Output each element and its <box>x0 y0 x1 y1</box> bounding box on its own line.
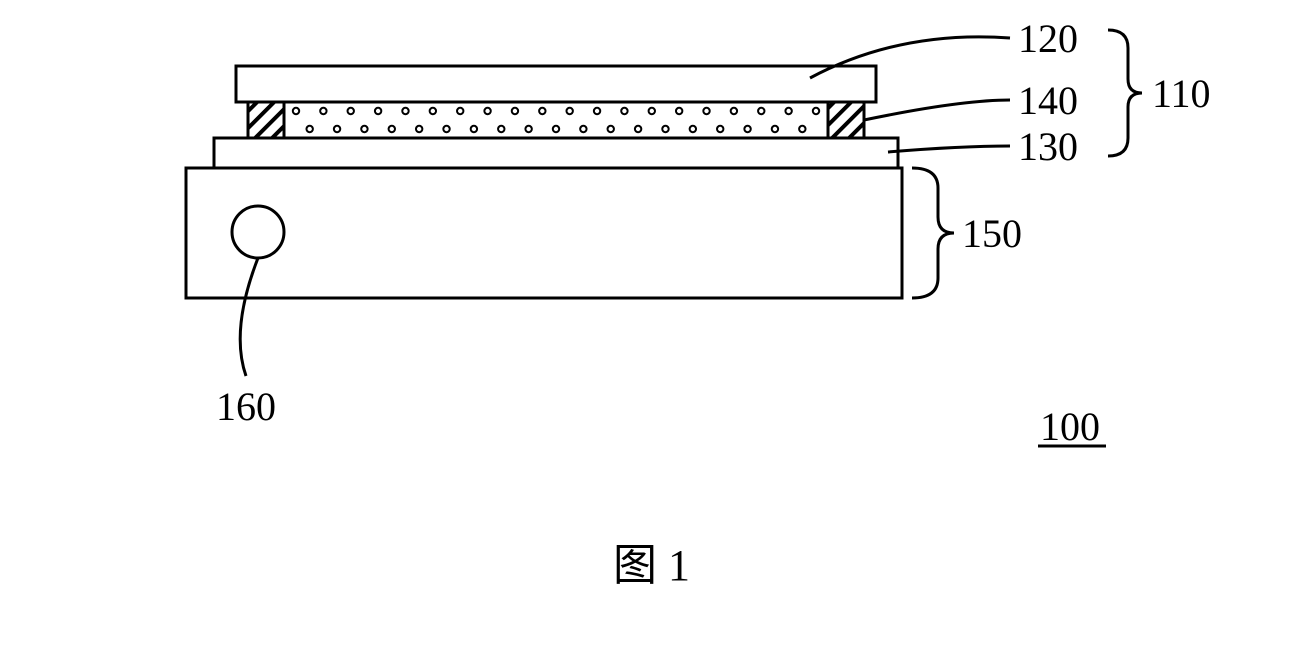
label-150: 150 <box>962 211 1022 256</box>
spacer-right <box>828 102 864 138</box>
layer-120 <box>236 66 876 102</box>
layer-150 <box>186 168 902 298</box>
element-160 <box>232 206 284 258</box>
label-130: 130 <box>1018 124 1078 169</box>
bracket-110 <box>1108 30 1142 156</box>
label-110: 110 <box>1152 71 1211 116</box>
brace-150 <box>912 168 954 298</box>
label-100: 100 <box>1040 404 1100 449</box>
label-140: 140 <box>1018 78 1078 123</box>
label-160: 160 <box>216 384 276 429</box>
spacer-left <box>248 102 284 138</box>
leader-130 <box>888 146 1010 152</box>
leader-140 <box>864 100 1010 120</box>
label-120: 120 <box>1018 16 1078 61</box>
layer-130 <box>214 138 898 168</box>
figure-caption: 图 1 <box>613 541 690 590</box>
